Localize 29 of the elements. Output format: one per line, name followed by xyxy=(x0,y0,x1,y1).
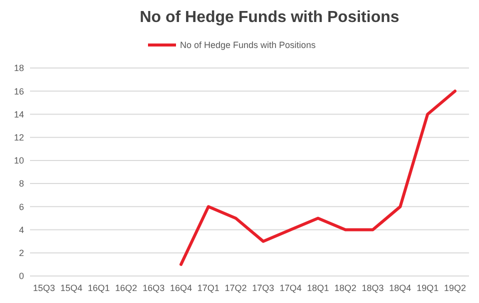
x-tick-label: 15Q4 xyxy=(60,283,82,293)
x-tick-label: 17Q1 xyxy=(197,283,220,293)
y-tick-label: 10 xyxy=(14,156,24,166)
y-tick-label: 2 xyxy=(18,248,24,258)
y-tick-label: 4 xyxy=(18,224,24,235)
x-tick-label: 17Q2 xyxy=(224,283,247,293)
line-series xyxy=(180,90,456,266)
y-tick-label: 8 xyxy=(18,178,24,189)
x-tick-label: 15Q3 xyxy=(32,283,56,293)
x-tick-label: 18Q1 xyxy=(306,283,330,293)
x-tick-label: 16Q4 xyxy=(170,283,192,293)
x-tick-label: 18Q3 xyxy=(362,283,384,293)
chart-title: No of Hedge Funds with Positions xyxy=(140,9,400,26)
x-tick-label: 16Q2 xyxy=(115,283,138,293)
y-tick-label: 12 xyxy=(14,132,24,142)
y-tick-label: 18 xyxy=(14,63,24,74)
y-tick-label: 0 xyxy=(18,271,24,282)
y-tick-label: 6 xyxy=(18,202,24,212)
x-tick-label: 16Q3 xyxy=(142,283,165,293)
x-tick-label: 18Q4 xyxy=(389,283,412,293)
x-tick-label: 19Q2 xyxy=(444,283,466,293)
y-tick-label: 16 xyxy=(14,86,24,96)
legend-label: No of Hedge Funds with Positions xyxy=(180,40,316,50)
y-tick-label: 14 xyxy=(14,109,24,120)
x-tick-label: 18Q2 xyxy=(334,283,356,293)
x-tick-label: 19Q1 xyxy=(416,283,439,293)
x-tick-label: 17Q4 xyxy=(280,283,302,293)
x-tick-label: 16Q1 xyxy=(88,283,110,293)
x-tick-label: 17Q3 xyxy=(252,283,274,293)
